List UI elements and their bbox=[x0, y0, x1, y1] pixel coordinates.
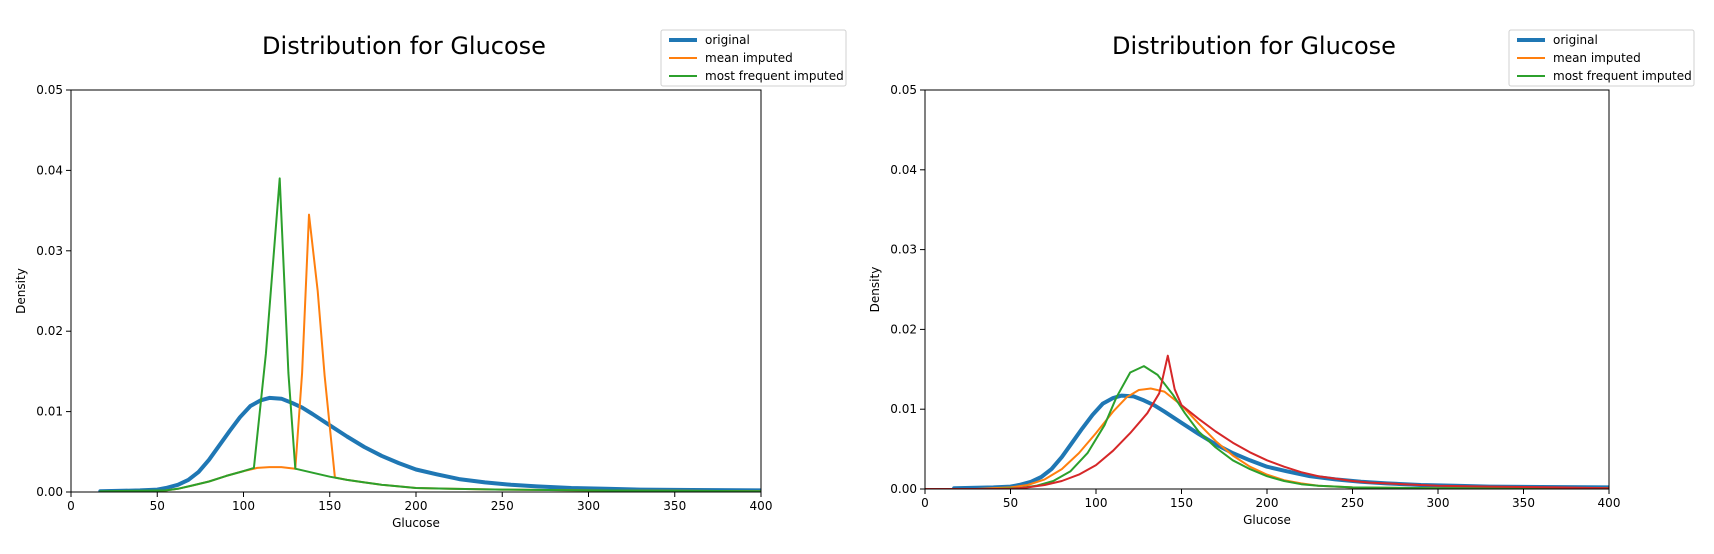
chart-1: Distribution for Glucose 0 50 100 150 200 250 3… bbox=[14, 29, 847, 530]
series-line-mean-imputed bbox=[925, 387, 1609, 489]
x-tick-label: 250 bbox=[1341, 496, 1364, 510]
y-tick-label: 0.03 bbox=[890, 243, 917, 257]
x-tick-label: 150 bbox=[318, 499, 341, 513]
legend-label: original bbox=[1553, 33, 1598, 47]
x-tick-label: 200 bbox=[1256, 496, 1279, 510]
series-line-unlabeled-3 bbox=[925, 354, 1609, 489]
x-axis-label: Glucose bbox=[1243, 513, 1291, 527]
legend-label: mean imputed bbox=[705, 51, 793, 65]
x-tick-label: 400 bbox=[750, 499, 773, 513]
x-tick-label: 50 bbox=[150, 499, 165, 513]
series-group bbox=[98, 177, 761, 492]
y-tick-label: 0.04 bbox=[36, 163, 63, 177]
y-tick-label: 0.00 bbox=[890, 482, 917, 496]
x-tick-label: 0 bbox=[921, 496, 929, 510]
x-tick-label: 400 bbox=[1598, 496, 1621, 510]
x-tick-label: 300 bbox=[1427, 496, 1450, 510]
x-tick-label: 50 bbox=[1003, 496, 1018, 510]
chart-title: Distribution for Glucose bbox=[1112, 32, 1396, 60]
x-tick-label: 100 bbox=[1085, 496, 1108, 510]
x-tick-label: 200 bbox=[405, 499, 428, 513]
x-tick-label: 350 bbox=[663, 499, 686, 513]
y-tick-label: 0.04 bbox=[890, 163, 917, 177]
chart-2: Distribution for Glucose 0 50 100 150 200 250 3… bbox=[868, 29, 1695, 527]
x-tick-label: 150 bbox=[1170, 496, 1193, 510]
legend-label: most frequent imputed bbox=[705, 69, 844, 83]
series-line-most-frequent-imputed bbox=[925, 365, 1609, 489]
chart-title: Distribution for Glucose bbox=[262, 32, 546, 60]
y-tick-label: 0.05 bbox=[890, 83, 917, 97]
y-tick-label: 0.05 bbox=[36, 83, 63, 97]
legend-label: most frequent imputed bbox=[1553, 69, 1692, 83]
series-line-original bbox=[98, 395, 761, 492]
legend-label: mean imputed bbox=[1553, 51, 1641, 65]
x-tick-label: 250 bbox=[491, 499, 514, 513]
y-tick-label: 0.02 bbox=[36, 324, 63, 338]
plot-frame bbox=[70, 89, 762, 493]
series-line-mean-imputed bbox=[147, 213, 761, 492]
x-tick-label: 0 bbox=[67, 499, 75, 513]
legend-box bbox=[1508, 29, 1695, 87]
y-tick-label: 0.01 bbox=[36, 405, 63, 419]
x-tick-label: 300 bbox=[577, 499, 600, 513]
series-group bbox=[925, 354, 1609, 489]
legend: original mean imputed most frequent impute… bbox=[1508, 29, 1695, 87]
y-tick-label: 0.02 bbox=[890, 322, 917, 336]
y-axis-label: Density bbox=[14, 268, 28, 314]
y-tick-label: 0.03 bbox=[36, 244, 63, 258]
legend: original mean imputed most frequent impute… bbox=[660, 29, 847, 87]
y-tick-label: 0.01 bbox=[890, 402, 917, 416]
series-line-most-frequent-imputed bbox=[99, 177, 761, 492]
legend-box bbox=[660, 29, 847, 87]
y-tick-label: 0.00 bbox=[36, 485, 63, 499]
x-tick-label: 350 bbox=[1512, 496, 1535, 510]
plot-frame bbox=[924, 89, 1610, 490]
x-axis-label: Glucose bbox=[392, 516, 440, 530]
x-tick-label: 100 bbox=[232, 499, 255, 513]
legend-label: original bbox=[705, 33, 750, 47]
y-axis-label: Density bbox=[868, 267, 882, 313]
